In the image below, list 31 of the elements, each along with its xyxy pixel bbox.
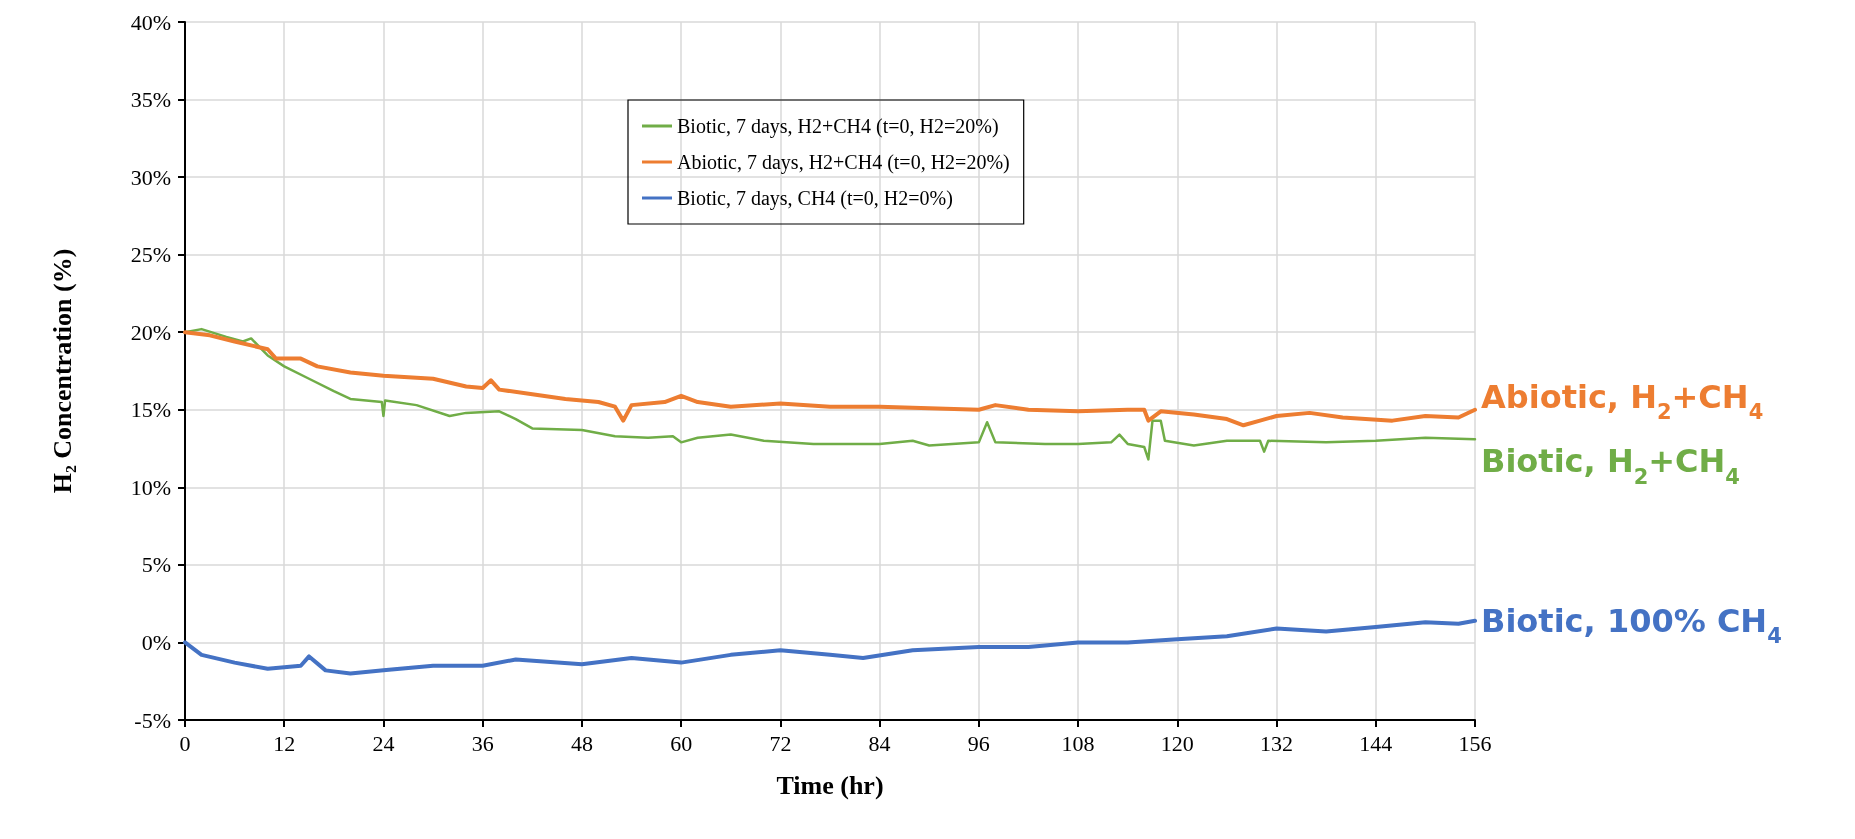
x-tick-label: 0 xyxy=(179,730,191,756)
y-axis-title: H₂ Concentration (%) xyxy=(47,248,77,494)
x-tick-label: 120 xyxy=(1160,730,1194,756)
x-tick-label: 36 xyxy=(471,730,494,756)
x-tick-label: 144 xyxy=(1359,730,1393,756)
x-tick-label: 108 xyxy=(1061,730,1095,756)
y-tick-label: 35% xyxy=(130,87,171,113)
y-tick-label: -5% xyxy=(134,707,171,733)
y-tick-label: 0% xyxy=(141,629,171,655)
y-tick-label: 25% xyxy=(130,242,171,268)
x-tick-label: 72 xyxy=(769,730,792,756)
line-series xyxy=(183,618,1477,676)
y-tick-label: 5% xyxy=(141,552,171,578)
y-tick-label: 15% xyxy=(130,397,171,423)
y-tick-label: 30% xyxy=(130,164,171,190)
x-tick-label: 84 xyxy=(868,730,891,756)
y-tick-label: 10% xyxy=(130,474,171,500)
x-tick-label: 156 xyxy=(1458,730,1492,756)
legend-label: Biotic, 7 days, H2+CH4 (t=0, H2=20%) xyxy=(677,115,999,138)
x-tick-label: 132 xyxy=(1260,730,1294,756)
x-tick-label: 60 xyxy=(670,730,693,756)
x-tick-label: 24 xyxy=(372,730,395,756)
y-tick-label: 20% xyxy=(130,319,171,345)
legend-label: Abiotic, 7 days, H2+CH4 (t=0, H2=20%) xyxy=(677,151,1010,174)
x-tick-label: 48 xyxy=(570,730,593,756)
y-tick-label: 40% xyxy=(130,9,171,35)
x-axis-title: Time (hr) xyxy=(776,770,884,800)
x-tick-label: 12 xyxy=(273,730,296,756)
line-series xyxy=(183,330,1477,428)
x-tick-label: 96 xyxy=(967,730,990,756)
legend-label: Biotic, 7 days, CH4 (t=0, H2=0%) xyxy=(677,187,953,210)
